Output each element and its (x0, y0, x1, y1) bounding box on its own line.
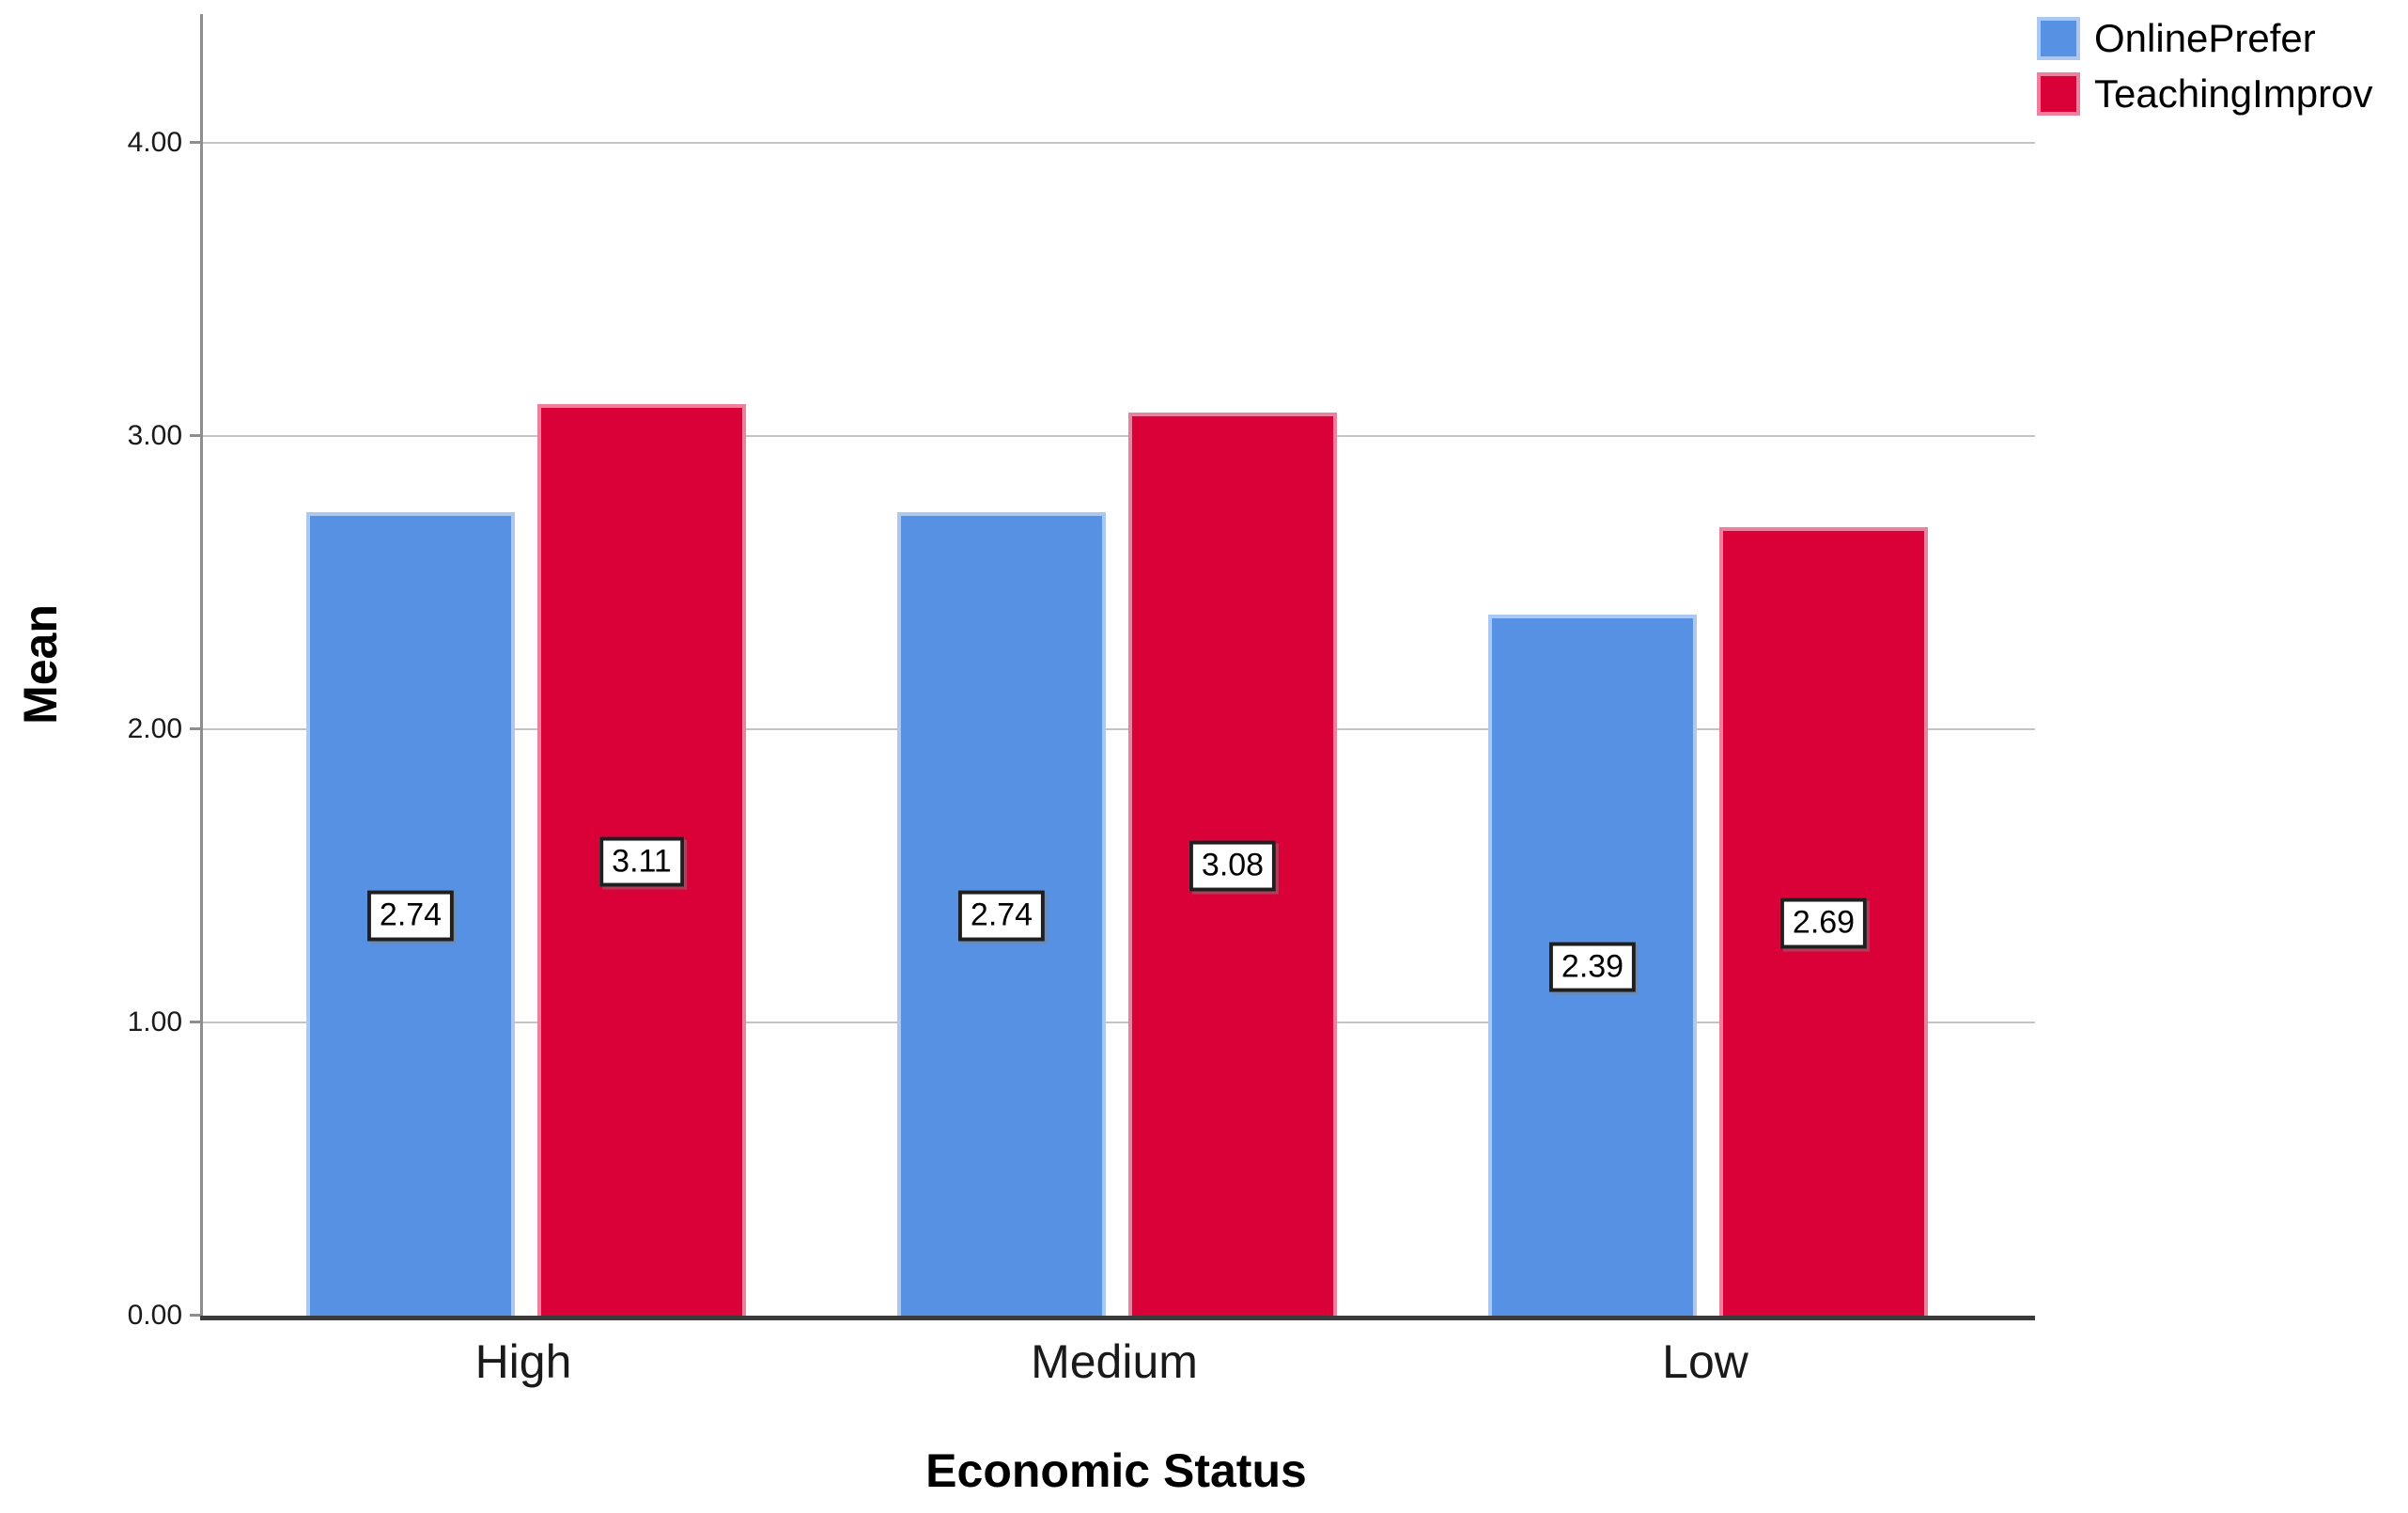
bar-value-label: 2.74 (366, 890, 455, 942)
bar-teachingimprov-medium: 3.08 (1128, 413, 1337, 1316)
y-axis-tick (190, 141, 201, 144)
y-axis-title: Mean (14, 604, 67, 725)
legend-label: TeachingImprov (2094, 71, 2373, 116)
y-tick-label: 1.00 (127, 1006, 182, 1037)
x-category-label-low: Low (1662, 1335, 1748, 1388)
bar-value-label: 2.74 (957, 890, 1046, 942)
y-axis-tick (190, 1021, 201, 1023)
legend-label: OnlinePrefer (2094, 16, 2316, 60)
bar-teachingimprov-low: 2.69 (1719, 527, 1928, 1316)
bar-teachingimprov-high: 3.11 (537, 404, 746, 1316)
legend: OnlinePrefer TeachingImprov (2037, 17, 2372, 116)
plot-area: 0.00 1.00 2.00 3.00 4.00 2.74 3.11 2.74 3.08 2.39… (128, 14, 2035, 1330)
bar-value-label: 2.69 (1779, 897, 1868, 949)
legend-item-onlineprefer: OnlinePrefer (2037, 17, 2372, 60)
x-axis-line (200, 1316, 2035, 1320)
legend-swatch-icon (2037, 17, 2080, 60)
y-tick-label: 2.00 (127, 713, 182, 744)
gridline (203, 1022, 2035, 1023)
y-tick-label: 4.00 (127, 127, 182, 158)
gridline (203, 728, 2035, 730)
bar-value-label: 3.11 (599, 836, 684, 887)
gridline (203, 142, 2035, 144)
y-tick-label: 0.00 (127, 1300, 182, 1331)
y-axis-tick (190, 727, 201, 730)
x-category-label-medium: Medium (1031, 1335, 1198, 1388)
legend-swatch-icon (2037, 72, 2080, 116)
y-tick-label: 3.00 (127, 420, 182, 451)
legend-item-teachingimprov: TeachingImprov (2037, 72, 2372, 116)
x-axis-title: Economic Status (925, 1444, 1307, 1497)
bar-value-label: 3.08 (1188, 840, 1277, 892)
y-axis-tick (190, 434, 201, 437)
x-category-label-high: High (474, 1335, 572, 1388)
bar-onlineprefer-low: 2.39 (1488, 615, 1697, 1316)
bar-onlineprefer-high: 2.74 (306, 512, 515, 1316)
y-axis-tick (190, 1314, 201, 1317)
bar-onlineprefer-medium: 2.74 (897, 512, 1106, 1316)
bar-value-label: 2.39 (1548, 942, 1637, 992)
gridline (203, 435, 2035, 437)
